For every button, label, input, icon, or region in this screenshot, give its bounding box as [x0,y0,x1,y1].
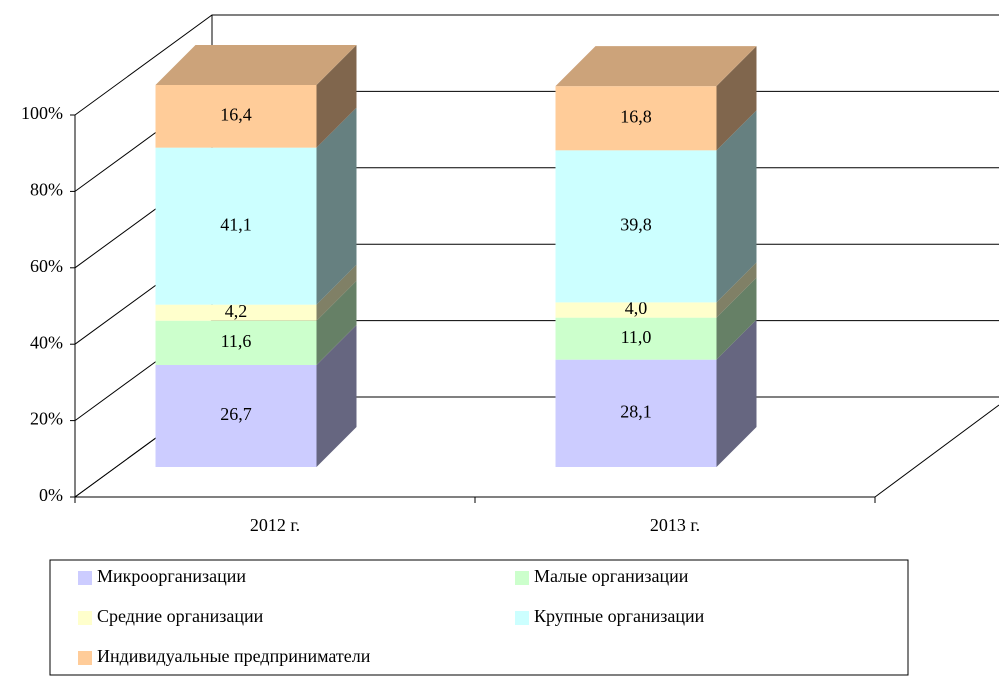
bar [155,147,317,305]
y-tick-label: 100% [21,103,63,123]
bar [555,317,717,360]
bar [155,320,317,366]
legend-label: Малые организации [534,566,689,586]
x-tick-label: 2012 г. [250,515,300,535]
bar [155,85,317,148]
y-tick-label: 0% [39,485,63,505]
legend-swatch [78,611,92,625]
legend [49,559,909,676]
bar-side [716,319,757,467]
bar [555,86,717,151]
legend-swatch [515,571,529,585]
x-tick-label: 2013 г. [650,515,700,535]
value-label: 11,0 [621,327,652,347]
bar-side [316,264,357,321]
value-label: 16,4 [220,104,252,124]
y-tick-label: 80% [30,180,63,200]
bar [155,365,317,467]
bar [555,302,717,318]
value-label: 41,1 [220,214,252,234]
bar-top [555,46,757,87]
legend-label: Средние организации [97,606,264,626]
grid-line [74,14,999,116]
bar-side [316,45,357,148]
bar-side [716,277,757,360]
value-label: 28,1 [620,401,652,421]
legend-swatch [78,651,92,665]
floor-edge [874,404,999,498]
value-label: 4,0 [625,298,648,318]
bar [555,150,717,303]
bar-side [716,262,757,318]
legend-swatch [515,611,529,625]
bar [555,359,717,467]
y-tick-label: 40% [30,332,63,352]
bar-side [716,46,757,151]
y-tick-label: 60% [30,256,63,276]
bar-side [716,110,757,303]
legend-swatch [78,571,92,585]
bar-side [316,325,357,467]
bar-side [316,280,357,366]
value-label: 26,7 [220,404,252,424]
bar-side [316,107,357,305]
bar-top [155,45,357,85]
bar [155,304,317,321]
legend-label: Крупные организации [534,606,705,626]
value-label: 4,2 [225,301,248,321]
value-label: 16,8 [620,106,652,126]
y-tick-label: 20% [30,409,63,429]
value-label: 39,8 [620,214,652,234]
value-label: 11,6 [221,331,252,351]
legend-label: Микроорганизации [97,566,246,586]
legend-label: Индивидуальные предприниматели [97,646,371,666]
